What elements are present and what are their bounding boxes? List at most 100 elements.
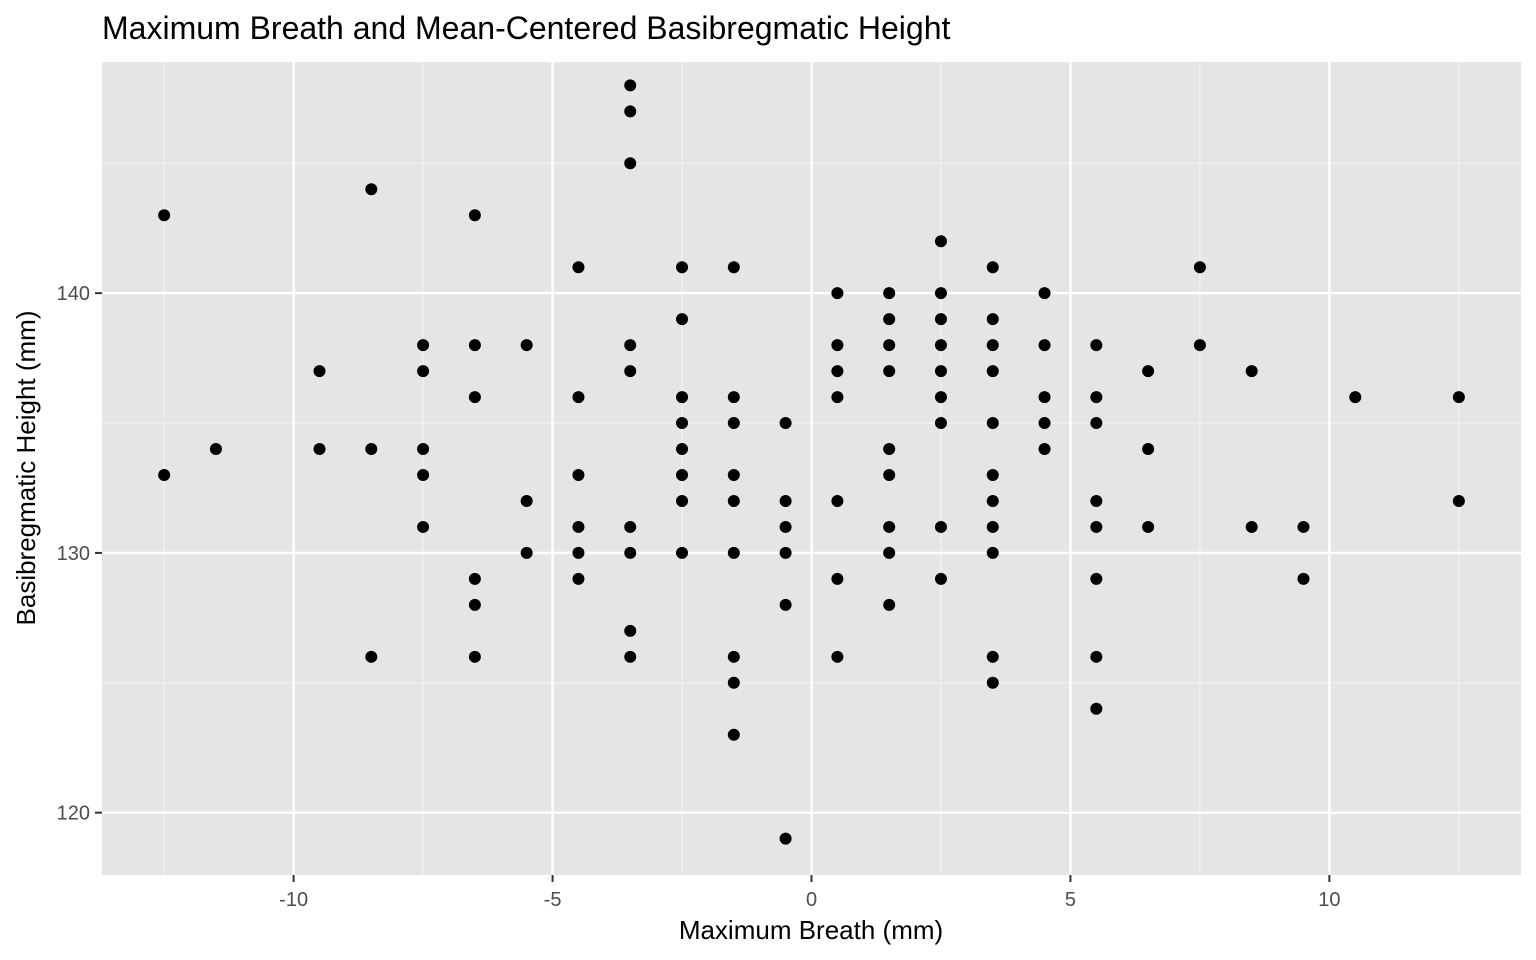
data-point — [1142, 520, 1155, 533]
data-point — [1038, 287, 1051, 300]
data-point — [727, 261, 740, 274]
data-point — [1297, 520, 1310, 533]
data-point — [883, 287, 896, 300]
data-point — [986, 546, 999, 559]
data-point — [365, 183, 378, 196]
data-point — [1090, 702, 1103, 715]
data-points — [158, 79, 1465, 845]
data-point — [1038, 391, 1051, 404]
data-point — [831, 391, 844, 404]
y-tick-label: 140 — [57, 283, 90, 305]
major-gridlines — [102, 62, 1521, 875]
data-point — [520, 546, 533, 559]
data-point — [779, 417, 792, 430]
data-point — [934, 572, 947, 585]
data-point — [468, 209, 481, 222]
data-point — [468, 572, 481, 585]
data-point — [1193, 261, 1206, 274]
x-axis-title: Maximum Breath (mm) — [679, 915, 943, 945]
data-point — [676, 417, 689, 430]
data-point — [883, 313, 896, 326]
data-point — [883, 546, 896, 559]
data-point — [365, 650, 378, 663]
data-point — [934, 339, 947, 352]
data-point — [779, 520, 792, 533]
data-point — [831, 494, 844, 507]
data-point — [883, 520, 896, 533]
x-axis-ticks: -10 -5 0 5 10 — [279, 875, 1341, 911]
data-point — [1142, 365, 1155, 378]
data-point — [831, 365, 844, 378]
data-point — [417, 468, 430, 481]
data-point — [468, 339, 481, 352]
data-point — [1297, 572, 1310, 585]
y-tick-label: 130 — [57, 543, 90, 565]
x-tick-label: 0 — [806, 889, 817, 911]
data-point — [624, 105, 637, 118]
data-point — [831, 339, 844, 352]
data-point — [986, 261, 999, 274]
data-point — [468, 650, 481, 663]
data-point — [883, 365, 896, 378]
data-point — [934, 391, 947, 404]
data-point — [624, 339, 637, 352]
data-point — [727, 650, 740, 663]
data-point — [883, 443, 896, 456]
data-point — [986, 417, 999, 430]
data-point — [624, 624, 637, 637]
data-point — [1090, 494, 1103, 507]
minor-gridlines — [102, 62, 1521, 875]
x-tick-label: 10 — [1318, 889, 1340, 911]
chart-title: Maximum Breath and Mean-Centered Basibre… — [102, 10, 951, 46]
y-axis-ticks: 120 130 140 — [57, 283, 102, 825]
data-point — [1038, 339, 1051, 352]
data-point — [417, 365, 430, 378]
data-point — [986, 365, 999, 378]
data-point — [624, 520, 637, 533]
data-point — [572, 546, 585, 559]
data-point — [986, 494, 999, 507]
data-point — [468, 391, 481, 404]
data-point — [209, 443, 222, 456]
data-point — [986, 676, 999, 689]
data-point — [883, 468, 896, 481]
data-point — [1452, 494, 1465, 507]
data-point — [572, 520, 585, 533]
data-point — [934, 417, 947, 430]
data-point — [727, 417, 740, 430]
data-point — [572, 572, 585, 585]
data-point — [779, 494, 792, 507]
data-point — [831, 287, 844, 300]
data-point — [624, 546, 637, 559]
data-point — [934, 235, 947, 248]
data-point — [676, 546, 689, 559]
data-point — [727, 468, 740, 481]
data-point — [1452, 391, 1465, 404]
data-point — [1349, 391, 1362, 404]
data-point — [676, 391, 689, 404]
data-point — [417, 520, 430, 533]
y-tick-label: 120 — [57, 803, 90, 825]
data-point — [676, 261, 689, 274]
data-point — [986, 313, 999, 326]
data-point — [158, 468, 171, 481]
data-point — [676, 468, 689, 481]
data-point — [934, 365, 947, 378]
data-point — [676, 443, 689, 456]
data-point — [1038, 443, 1051, 456]
data-point — [986, 339, 999, 352]
x-tick-label: 5 — [1065, 889, 1076, 911]
data-point — [313, 365, 326, 378]
data-point — [934, 287, 947, 300]
data-point — [624, 79, 637, 92]
data-point — [831, 650, 844, 663]
data-point — [986, 650, 999, 663]
data-point — [313, 443, 326, 456]
data-point — [417, 339, 430, 352]
data-point — [986, 468, 999, 481]
data-point — [1142, 443, 1155, 456]
data-point — [1245, 365, 1258, 378]
data-point — [1038, 417, 1051, 430]
data-point — [1245, 520, 1258, 533]
